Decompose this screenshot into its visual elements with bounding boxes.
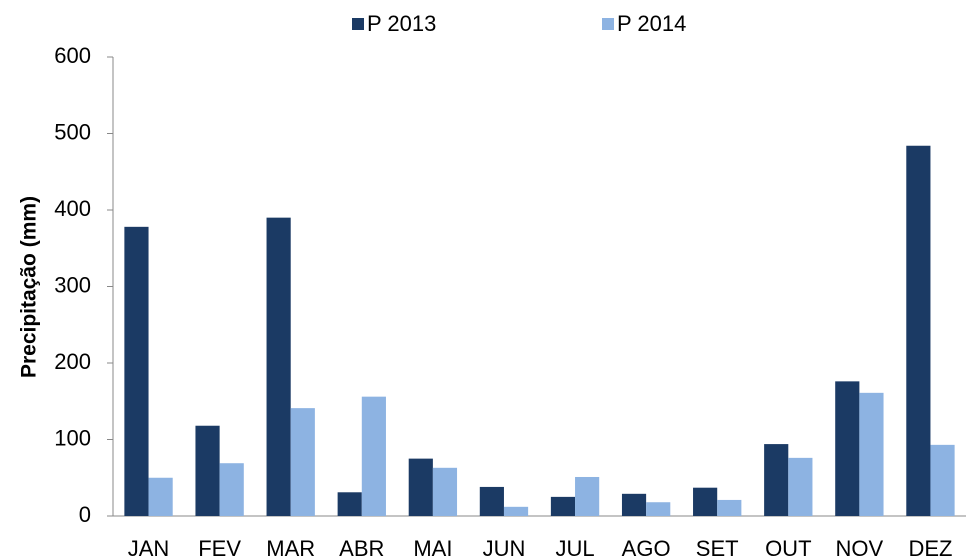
bar: [408, 458, 433, 516]
bar: [219, 463, 244, 516]
x-tick-label: OUT: [765, 536, 811, 559]
bar: [124, 226, 149, 516]
bar: [835, 381, 860, 516]
bar: [361, 396, 386, 516]
bar: [575, 476, 600, 516]
x-tick-label: ABR: [339, 536, 384, 559]
bar: [646, 502, 671, 516]
y-tick-label: 300: [54, 272, 91, 297]
x-tick-label: SET: [696, 536, 739, 559]
bar: [337, 492, 362, 516]
x-tick-label: JUN: [483, 536, 526, 559]
x-tick-label: JAN: [128, 536, 170, 559]
legend-label: P 2014: [617, 11, 686, 36]
bar: [788, 457, 813, 516]
bar: [550, 496, 576, 516]
bar: [621, 493, 647, 516]
y-tick-label: 0: [79, 502, 91, 527]
y-tick-label: 200: [54, 349, 91, 374]
legend-label: P 2013: [367, 11, 436, 36]
bar: [717, 499, 742, 516]
bar: [195, 425, 220, 516]
bar: [266, 217, 291, 516]
bar: [503, 506, 529, 516]
x-tick-label: NOV: [836, 536, 884, 559]
bar: [906, 145, 931, 517]
x-tick-label: JUL: [555, 536, 594, 559]
x-tick-label: MAI: [413, 536, 452, 559]
bar: [930, 444, 955, 516]
bar: [290, 408, 315, 516]
bar: [479, 486, 504, 516]
y-tick-label: 400: [54, 196, 91, 221]
bar: [764, 444, 789, 516]
legend-swatch: [602, 18, 614, 30]
x-tick-label: DEZ: [908, 536, 952, 559]
bar: [693, 487, 718, 516]
x-tick-label: MAR: [266, 536, 315, 559]
y-axis-label: Precipitação (mm): [18, 196, 41, 378]
bar: [859, 392, 884, 516]
bar: [432, 467, 458, 516]
legend-swatch: [352, 18, 364, 30]
bar: [148, 477, 173, 516]
y-tick-label: 500: [54, 119, 91, 144]
x-tick-label: AGO: [622, 536, 671, 559]
y-tick-label: 600: [54, 43, 91, 68]
x-tick-label: FEV: [198, 536, 241, 559]
y-tick-label: 100: [54, 425, 91, 450]
